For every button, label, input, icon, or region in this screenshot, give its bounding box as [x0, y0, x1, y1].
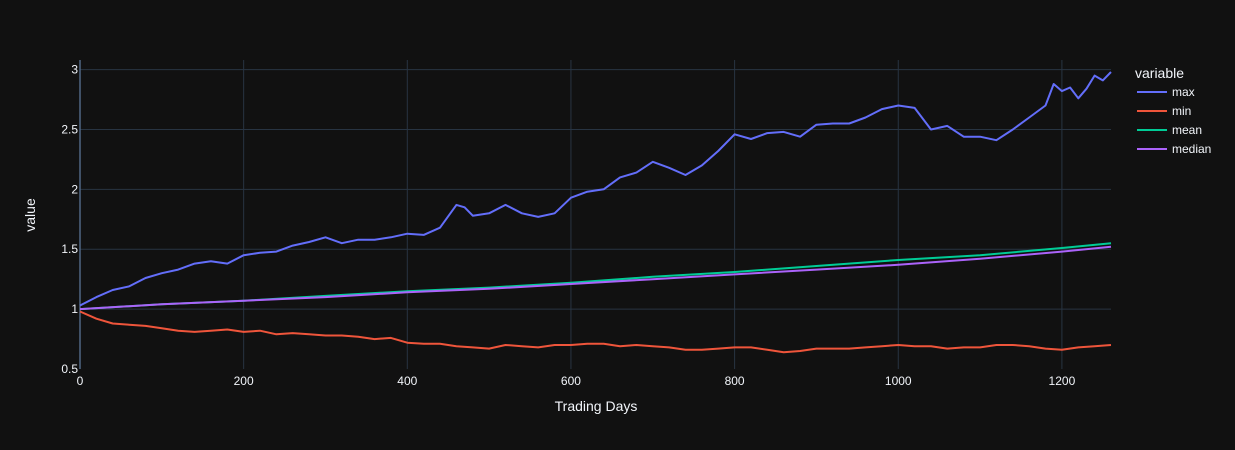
x-tick-label: 200: [234, 374, 254, 388]
x-tick-label: 1200: [1049, 374, 1076, 388]
x-tick-label: 400: [397, 374, 417, 388]
series-line-median: [79, 245, 1112, 311]
x-tick-label: 0: [77, 374, 84, 388]
series-line-max: [79, 71, 1112, 307]
legend-label-mean: mean: [1172, 123, 1202, 137]
grid: [79, 60, 1111, 369]
legend-title: variable: [1135, 65, 1184, 81]
legend: variable max min mean median: [1135, 65, 1211, 156]
x-tick-label: 1000: [885, 374, 912, 388]
y-tick-label: 2.5: [61, 122, 78, 136]
series-lines: [79, 71, 1112, 354]
tick-labels: 0 200 400 600 800 1000 1200 0.5 1 1.5 2 2.5 3: [61, 63, 1075, 388]
y-axis-title: value: [22, 198, 38, 232]
y-tick-label: 0.5: [61, 362, 78, 376]
legend-label-min: min: [1172, 104, 1191, 118]
y-tick-label: 3: [71, 63, 78, 77]
y-tick-label: 2: [71, 182, 78, 196]
x-tick-label: 800: [725, 374, 745, 388]
legend-label-median: median: [1172, 142, 1211, 156]
x-axis-title: Trading Days: [555, 398, 638, 414]
x-tick-label: 600: [561, 374, 581, 388]
legend-label-max: max: [1172, 85, 1195, 99]
series-line-min: [79, 310, 1112, 354]
y-tick-label: 1.5: [61, 242, 78, 256]
y-tick-label: 1: [71, 302, 78, 316]
